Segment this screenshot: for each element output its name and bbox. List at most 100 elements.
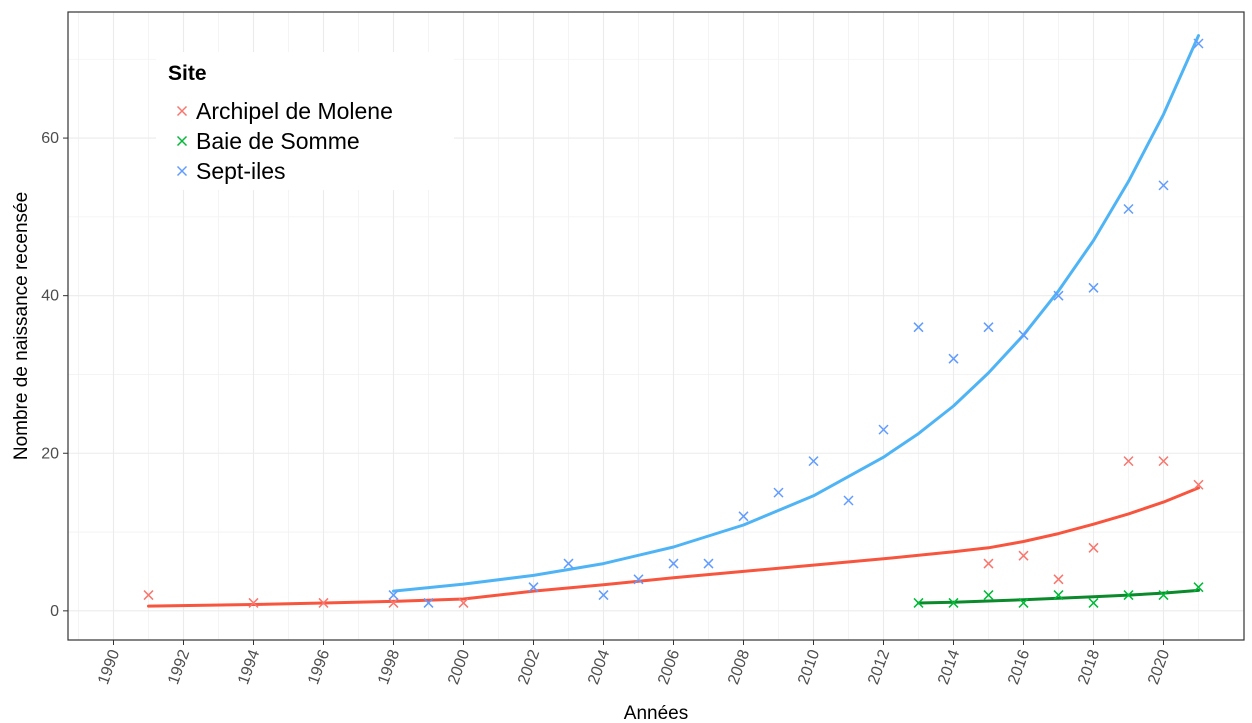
x-tick-label: 2006 [655,647,683,686]
legend-key [176,135,188,147]
x-tick-label: 2000 [445,647,473,686]
data-point [1123,590,1134,601]
x-tick-label: 2016 [1005,647,1033,686]
point-stroke [1053,290,1064,301]
data-point [388,597,399,608]
data-point [1193,582,1204,593]
x-tick-label: 1994 [235,647,263,686]
point-stroke [423,597,434,608]
data-point [1123,203,1134,215]
point-stroke [1158,180,1169,191]
point-stroke [143,590,154,601]
point-stroke [913,322,924,333]
point-stroke [738,511,749,522]
point-stroke [1053,574,1064,585]
data-point [983,590,994,601]
point-stroke [248,597,259,608]
legend-label: Baie de Somme [196,128,360,154]
fit-line [917,588,1200,605]
legend-items: Archipel de Molene Baie de Somme Sept-iles [176,98,393,184]
x-tick-label: 1998 [375,647,403,686]
y-axis-title: Nombre de naissance recensée [11,192,32,460]
y-tick-label: 0 [50,603,59,620]
x-tick-label: 1992 [165,647,193,686]
data-point [458,597,469,608]
point-stroke [1123,203,1134,215]
point-stroke [808,456,819,467]
data-point [878,424,889,435]
point-stroke [598,590,609,601]
data-point [773,487,784,498]
y-tick-label: 20 [41,445,59,462]
point-stroke [1088,597,1099,608]
point-stroke [318,597,329,608]
data-point [808,456,819,467]
data-point [1088,282,1099,293]
data-point [318,597,329,608]
x-tick-label: 2002 [515,647,543,686]
point-stroke [1088,282,1099,293]
x-tick-label: 2004 [585,647,613,686]
data-point [248,597,259,608]
legend-key [176,105,188,117]
data-point [1018,597,1029,608]
data-point [1053,574,1064,585]
fit-line [147,486,1200,608]
point-stroke [703,558,714,569]
x-tick-label: 2008 [725,647,753,686]
data-point [563,558,574,569]
plot-panel-border [67,11,1245,641]
point-stroke [388,590,399,601]
legend-label: Sept-iles [196,158,285,184]
point-stroke [176,165,188,177]
data-point [1018,550,1029,561]
point-stroke [983,558,994,569]
y-tick-label: 40 [41,288,59,305]
data-point [1088,542,1099,553]
legend-title: Site [168,62,207,85]
point-stroke [983,590,994,601]
point-stroke [878,424,889,435]
legend-background [156,52,454,190]
point-stroke [1123,590,1134,601]
point-stroke [563,558,574,569]
data-point [1053,290,1064,301]
data-point [1053,590,1064,601]
data-point [843,495,854,506]
x-tick-label: 2010 [795,647,823,686]
point-stroke [1193,38,1204,49]
data-point [983,558,994,569]
data-point [948,353,959,364]
data-point [913,597,924,608]
data-point [598,590,609,601]
point-stroke [176,105,188,117]
y-axis-ticks: 0 20 40 60 [41,130,68,620]
point-stroke [176,135,188,147]
point-stroke [1193,582,1204,593]
y-tick-label: 60 [41,130,59,147]
point-stroke [843,495,854,506]
point-stroke [773,487,784,498]
data-point [1193,38,1204,49]
x-tick-label: 1990 [95,647,123,686]
data-points [143,38,1204,608]
fit-lines [147,34,1200,608]
point-stroke [528,582,539,593]
data-point [1123,456,1134,467]
point-stroke [1053,590,1064,601]
data-point [738,511,749,522]
legend-label: Archipel de Molene [196,98,393,124]
point-stroke [1018,330,1029,341]
point-stroke [1018,550,1029,561]
x-axis-ticks: 1990 1992 1994 1996 1998 2000 2002 2004 2006 2008… [95,640,1173,687]
data-point [143,590,154,601]
x-axis-title: Années [624,703,688,723]
x-tick-label: 2012 [865,647,893,686]
data-point [1158,590,1169,601]
data-point [1088,597,1099,608]
data-point [528,582,539,593]
point-stroke [983,322,994,333]
data-point [1158,456,1169,467]
point-stroke [948,597,959,608]
